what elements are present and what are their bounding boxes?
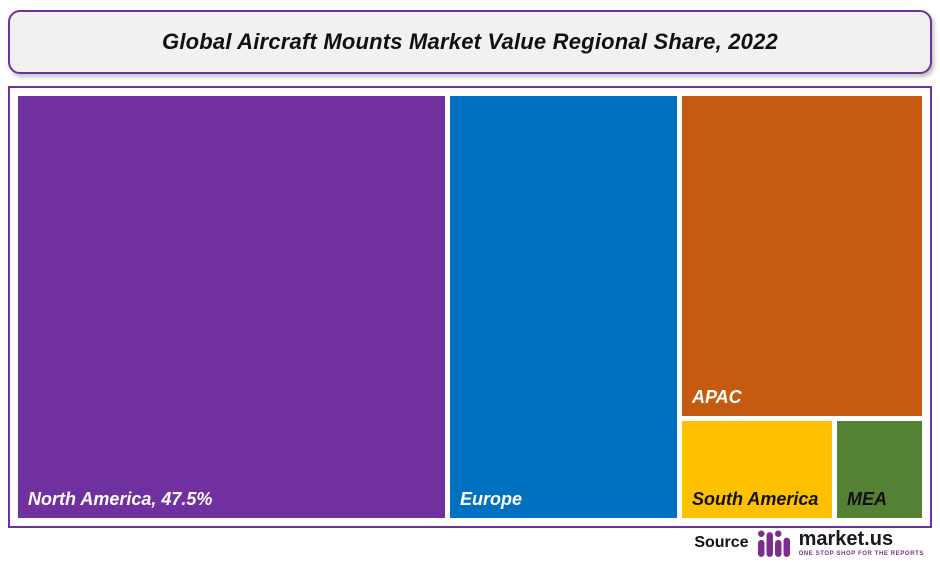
treemap-tile-south-america: South America [682,421,832,518]
treemap-right-column: APAC South America MEA [682,96,922,518]
treemap-tile-apac: APAC [682,96,922,416]
treemap-frame: North America, 47.5% Europe APAC South A… [8,86,932,528]
market-us-logo-icon [757,530,790,557]
treemap-bottom-row: South America MEA [682,421,922,518]
chart-title-box: Global Aircraft Mounts Market Value Regi… [8,10,932,74]
chart-title: Global Aircraft Mounts Market Value Regi… [162,29,778,54]
tile-label-north-america: North America, 47.5% [28,488,213,509]
brand-tagline: ONE STOP SHOP FOR THE REPORTS [798,551,924,557]
brand-block: market.us ONE STOP SHOP FOR THE REPORTS [799,529,924,557]
brand-name: market.us [798,528,894,550]
source-label: Source [694,534,749,551]
treemap-tile-north-america: North America, 47.5% [18,96,445,518]
tile-label-mea: MEA [847,488,887,509]
treemap-tile-mea: MEA [837,421,922,518]
treemap: North America, 47.5% Europe APAC South A… [18,96,922,518]
source-attribution: Source market.us ONE STOP SHOP FOR THE R… [694,526,924,560]
treemap-tile-europe: Europe [450,96,677,518]
tile-label-apac: APAC [692,386,742,407]
tile-label-south-america: South America [692,488,819,509]
tile-label-europe: Europe [460,488,523,509]
